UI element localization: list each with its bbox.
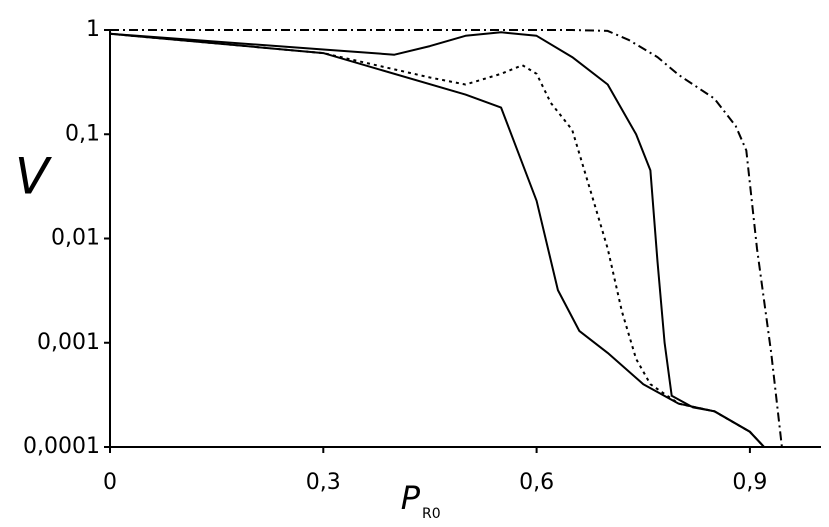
series-line xyxy=(110,29,783,448)
x-tick-label: 0,6 xyxy=(519,470,554,495)
y-tick-label: 0,01 xyxy=(51,226,100,251)
series-line xyxy=(109,32,765,448)
x-tick-label: 0,9 xyxy=(732,470,767,495)
x-axis-label-sub: R0 xyxy=(422,506,441,522)
y-tick-label: 1 xyxy=(86,17,100,42)
x-tick-label: 0,3 xyxy=(306,470,341,495)
y-tick-label: 0,001 xyxy=(37,330,100,355)
series-line xyxy=(109,32,765,448)
x-tick-label: 0 xyxy=(103,470,117,495)
series-line xyxy=(109,31,765,448)
y-tick-label: 0,0001 xyxy=(23,434,100,459)
x-axis-label: P xyxy=(401,479,421,517)
y-tick-label: 0,1 xyxy=(65,121,100,146)
y-axis-label: V xyxy=(15,148,53,206)
